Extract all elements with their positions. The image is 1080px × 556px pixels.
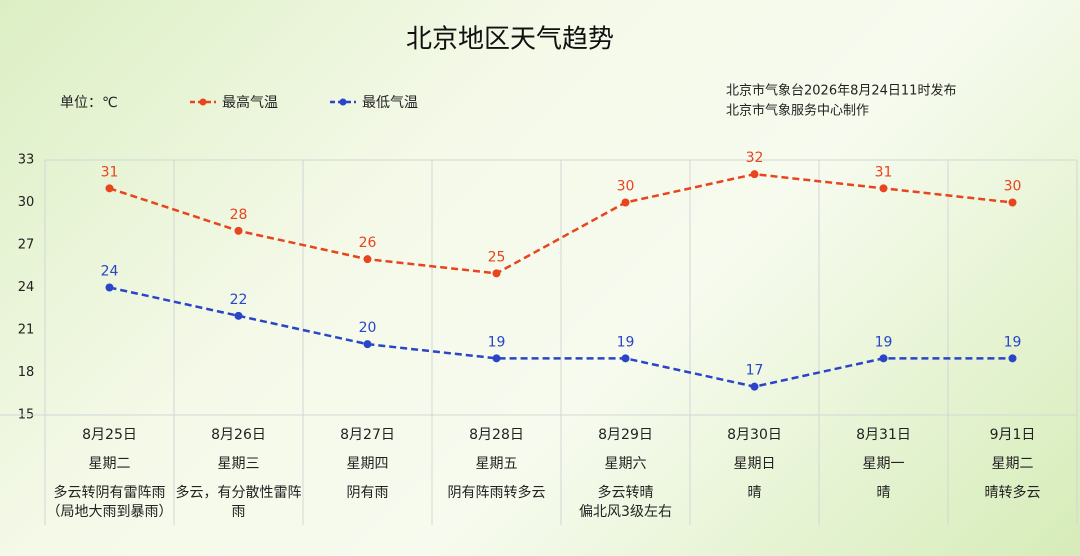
point: [1008, 198, 1017, 207]
weekday-label: 星期日: [733, 456, 776, 472]
weather-label: 阴有阵雨转多云: [447, 485, 546, 501]
point: [234, 311, 243, 320]
point: [750, 170, 759, 179]
point: [621, 198, 630, 207]
data-label: 31: [101, 164, 119, 180]
series-line: [109, 172, 1013, 275]
y-tick-label: 30: [18, 195, 35, 210]
chart-title: 北京地区天气趋势: [406, 25, 614, 55]
weather-label: 晴: [747, 485, 762, 501]
weekday-label: 星期四: [346, 456, 389, 472]
date-label: 8月30日: [727, 427, 782, 443]
weather-label: 晴: [876, 485, 891, 501]
date-label: 8月26日: [211, 427, 266, 443]
source-line: 北京市气象台2026年8月24日11时发布: [726, 83, 956, 99]
weekday-label: 星期三: [217, 456, 260, 472]
date-label: 8月31日: [856, 427, 911, 443]
data-label: 26: [359, 235, 377, 251]
unit-label: 单位：℃: [60, 95, 118, 111]
data-label: 19: [875, 334, 893, 350]
point: [750, 382, 759, 391]
weather-label: 多云转晴 偏北风3级左右: [579, 485, 672, 520]
weekday-label: 星期六: [604, 456, 647, 472]
weather-label: 阴有雨: [346, 485, 389, 501]
data-label: 32: [746, 150, 764, 166]
date-label: 9月1日: [989, 427, 1036, 443]
date-label: 8月27日: [340, 427, 395, 443]
data-label: 30: [1004, 179, 1022, 195]
y-tick-label: 33: [18, 153, 35, 168]
series-line: [109, 286, 1013, 388]
y-tick-label: 24: [18, 280, 35, 295]
legend-dot: [339, 98, 347, 106]
point: [879, 184, 888, 193]
weather-label: 多云，有分散性雷阵雨: [175, 485, 302, 520]
date-label: 8月29日: [598, 427, 653, 443]
data-label: 30: [617, 179, 635, 195]
point: [879, 354, 888, 363]
data-label: 25: [488, 249, 506, 265]
data-label: 19: [617, 334, 635, 350]
data-label: 17: [746, 363, 764, 379]
data-label: 19: [488, 334, 506, 350]
legend-label: 最低气温: [362, 95, 418, 111]
data-label: 22: [230, 292, 248, 308]
date-label: 8月25日: [82, 427, 137, 443]
y-tick-label: 18: [18, 365, 35, 380]
point: [105, 184, 114, 193]
data-label: 20: [359, 320, 377, 336]
point: [492, 269, 501, 278]
point: [363, 340, 372, 349]
y-tick-label: 27: [18, 238, 35, 253]
weekday-label: 星期二: [991, 456, 1034, 472]
weather-label: 多云转阴有雷阵雨（局地大雨到暴雨）: [46, 485, 173, 520]
weekday-label: 星期二: [88, 456, 131, 472]
point: [1008, 354, 1017, 363]
legend-label: 最高气温: [222, 94, 278, 111]
data-label: 24: [101, 264, 119, 280]
point: [492, 354, 501, 363]
point: [234, 226, 243, 235]
weekday-label: 星期一: [862, 456, 905, 472]
source-line: 北京市气象服务中心制作: [726, 103, 869, 119]
data-label: 28: [230, 207, 248, 223]
weekday-label: 星期五: [475, 456, 518, 472]
data-label: 31: [875, 164, 893, 180]
point: [105, 283, 114, 292]
legend-dot: [199, 98, 207, 106]
date-label: 8月28日: [469, 427, 524, 443]
point: [363, 255, 372, 264]
y-tick-label: 21: [18, 323, 35, 338]
weather-label: 晴转多云: [984, 485, 1041, 501]
point: [621, 354, 630, 363]
data-label: 19: [1004, 334, 1022, 350]
